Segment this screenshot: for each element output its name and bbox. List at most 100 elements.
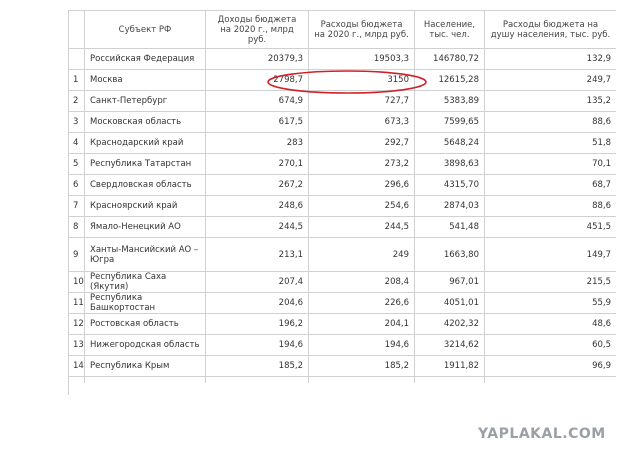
cell [68,48,85,70]
cell: 1911,82 [414,355,485,377]
cell: 194,6 [205,334,309,356]
cell: Москва [84,69,206,91]
cell: 673,3 [308,111,415,133]
header-cell: Население, тыс. чел. [414,10,485,49]
cell: 296,6 [308,174,415,196]
cell: 60,5 [484,334,616,356]
cell: 1 [68,69,85,91]
cell: 244,5 [308,216,415,238]
border-line [68,383,69,395]
header-cell: Доходы бюджета на 2020 г., млрд руб. [205,10,309,49]
table-row: 12 Ростовская область 196,2 204,1 4202,32 48,… [68,313,616,335]
header-row: Субъект РФ Доходы бюджета на 2020 г., мл… [68,10,616,49]
cell: 215,5 [484,271,616,293]
cell: 196,2 [205,313,309,335]
cell: 51,8 [484,132,616,154]
budget-table: Субъект РФ Доходы бюджета на 2020 г., мл… [68,10,616,383]
cell: 10 [68,271,85,293]
cell: 244,5 [205,216,309,238]
cell: 13 [68,334,85,356]
cell: 88,6 [484,111,616,133]
cell: 48,6 [484,313,616,335]
cell: 451,5 [484,216,616,238]
table-row: 13 Нижегородская область 194,6 194,6 3214,62… [68,334,616,356]
table-row: 6 Свердловская область 267,2 296,6 4315,70 68… [68,174,616,196]
cell: 19503,3 [308,48,415,70]
cell: Московская область [84,111,206,133]
watermark: YAPLAKAL.COM [478,426,606,442]
cell [68,376,85,383]
cell [205,376,309,383]
cell: Санкт-Петербург [84,90,206,112]
cell: Ханты-Мансийский АО – Югра [84,237,206,272]
cell: 3898,63 [414,153,485,175]
cell: Республика Саха (Якутия) [84,271,206,293]
table-row: 11 Республика Башкортостан 204,6 226,6 4051,… [68,292,616,314]
cell: 132,9 [484,48,616,70]
cell: 6 [68,174,85,196]
cell: 213,1 [205,237,309,272]
cell: 2 [68,90,85,112]
table-row: 4 Краснодарский край 283 292,7 5648,24 51,8 [68,132,616,154]
cell: 149,7 [484,237,616,272]
cell: 96,9 [484,355,616,377]
cell: 20379,3 [205,48,309,70]
cell: 207,4 [205,271,309,293]
cell: Красноярский край [84,195,206,217]
cell: 541,48 [414,216,485,238]
cell: 7 [68,195,85,217]
header-cell: Расходы бюджета на душу населения, тыс. … [484,10,616,49]
cell: 185,2 [205,355,309,377]
cell: 270,1 [205,153,309,175]
cell: 226,6 [308,292,415,314]
cell: 70,1 [484,153,616,175]
header-cell: Субъект РФ [84,10,206,49]
cell: 3 [68,111,85,133]
cell: 2874,03 [414,195,485,217]
cell: 273,2 [308,153,415,175]
cell: 283 [205,132,309,154]
cell: Республика Башкортостан [84,292,206,314]
cell: 194,6 [308,334,415,356]
cell: Нижегородская область [84,334,206,356]
cell: 617,5 [205,111,309,133]
cell: Российская Федерация [84,48,206,70]
cell [414,376,485,383]
cell: 5648,24 [414,132,485,154]
cell: Республика Крым [84,355,206,377]
highlight-ellipse [267,70,427,94]
header-cell [68,10,85,49]
cell: Ямало-Ненецкий АО [84,216,206,238]
table-row: 8 Ямало-Ненецкий АО 244,5 244,5 541,48 451,5 [68,216,616,238]
cell: 68,7 [484,174,616,196]
cell: 135,2 [484,90,616,112]
cell: 12 [68,313,85,335]
cell: 249 [308,237,415,272]
table-row: 5 Республика Татарстан 270,1 273,2 3898,63 70… [68,153,616,175]
cell: 967,01 [414,271,485,293]
cell: 55,9 [484,292,616,314]
cell: 11 [68,292,85,314]
cell [484,376,616,383]
cell: 146780,72 [414,48,485,70]
cell: Свердловская область [84,174,206,196]
cell: 208,4 [308,271,415,293]
cell: 204,1 [308,313,415,335]
table-container: Субъект РФ Доходы бюджета на 2020 г., мл… [68,10,616,383]
cell [308,376,415,383]
cell: 249,7 [484,69,616,91]
table-row: 9 Ханты-Мансийский АО – Югра 213,1 249 1663,… [68,237,616,272]
cell: 88,6 [484,195,616,217]
cell: Республика Татарстан [84,153,206,175]
table-row: 3 Московская область 617,5 673,3 7599,65 88,6 [68,111,616,133]
table-row: 10 Республика Саха (Якутия) 207,4 208,4 967,… [68,271,616,293]
cell: 4 [68,132,85,154]
table-row: 7 Красноярский край 248,6 254,6 2874,03 88,6 [68,195,616,217]
cell: 14 [68,355,85,377]
cell: 185,2 [308,355,415,377]
cell: Краснодарский край [84,132,206,154]
cell: 4051,01 [414,292,485,314]
header-cell: Расходы бюджета на 2020 г., млрд руб. [308,10,415,49]
cell: Ростовская область [84,313,206,335]
